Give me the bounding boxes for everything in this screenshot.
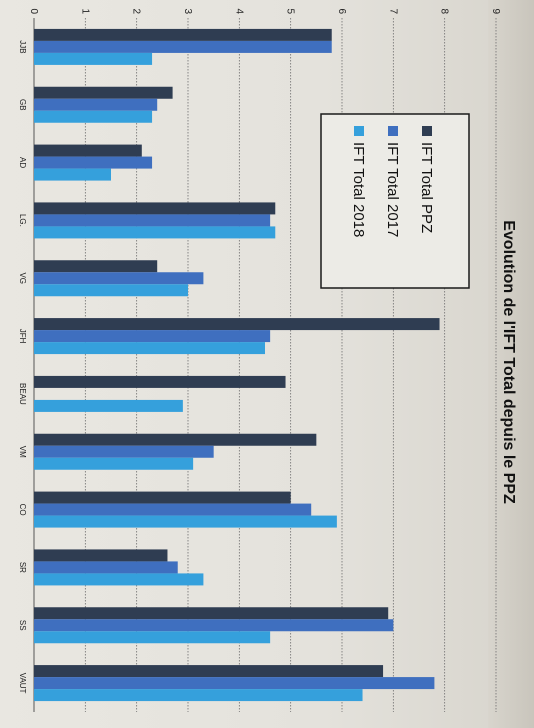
- grid-lines: [33, 18, 497, 712]
- bar-vaut-series-1: [34, 677, 435, 690]
- value-tick-label: 8: [439, 8, 450, 14]
- category-axis-labels: JJB GB AD LG. VG JFH BEAU VM CO SR SS VAUT: [18, 40, 27, 693]
- value-tick-label: 4: [233, 8, 244, 14]
- category-label: VAUT: [18, 673, 27, 694]
- bar-co-series-1: [33, 503, 312, 516]
- bar-jjb-series-1: [34, 40, 332, 53]
- bar-jjb-series-2: [34, 52, 153, 65]
- bar-sr-series-1: [34, 561, 178, 574]
- chart-title: Evolution de l'IFT Total depuis le PPZ: [500, 220, 517, 504]
- category-label: JFH: [18, 329, 27, 344]
- value-tick-label: 2: [131, 8, 142, 14]
- bar-jfh-series-0: [34, 318, 440, 331]
- bar-co-series-2: [34, 515, 337, 528]
- legend-label-2017: IFT Total 2017: [384, 142, 401, 237]
- bar-jfh-series-1: [34, 330, 271, 343]
- bar-ad-series-1: [34, 156, 153, 169]
- legend-swatch-2017: [388, 126, 398, 136]
- legend-label-ppz: IFT Total PPZ: [418, 142, 435, 233]
- category-label: LG.: [18, 214, 27, 227]
- category-label: BEAU: [18, 383, 27, 405]
- bar-vg-series-1: [34, 272, 204, 285]
- bar-vg-series-2: [34, 284, 188, 297]
- value-tick-label: 9: [490, 8, 501, 14]
- bar-vm-series-1: [33, 445, 214, 458]
- legend-swatch-2018: [354, 126, 364, 136]
- value-tick-label: 7: [387, 8, 398, 14]
- bar-vaut-series-0: [33, 665, 384, 678]
- bar-ss-series-0: [33, 607, 389, 620]
- legend-box: [320, 113, 470, 289]
- category-label: VG: [18, 272, 27, 284]
- bar-lg-series-2: [34, 226, 276, 239]
- bar-vg-series-0: [34, 260, 158, 273]
- bar-sr-series-0: [34, 549, 168, 562]
- category-label: SS: [18, 620, 27, 631]
- category-label: CO: [18, 504, 27, 516]
- value-tick-label: 6: [336, 8, 347, 14]
- bar-vm-series-0: [33, 433, 317, 446]
- legend-swatch-ppz: [422, 126, 432, 136]
- bar-beau-series-0: [34, 375, 286, 388]
- bar-sr-series-2: [34, 573, 204, 586]
- value-tick-label: 3: [182, 8, 193, 14]
- bar-gb-series-1: [34, 98, 158, 111]
- category-label: SR: [18, 562, 27, 573]
- value-tick-label: 1: [79, 8, 90, 14]
- bar-gb-series-2: [34, 110, 153, 123]
- bar-lg-series-0: [34, 202, 276, 215]
- bars: [33, 28, 440, 702]
- bar-ad-series-0: [33, 144, 142, 157]
- category-label: VM: [18, 446, 27, 458]
- bar-beau-series-2: [34, 399, 183, 412]
- bar-lg-series-1: [34, 214, 271, 227]
- value-axis-ticks: 0 1 2 3 4 5 6 7 8 9: [28, 8, 501, 14]
- value-tick-label: 0: [28, 8, 39, 14]
- bar-ad-series-2: [34, 168, 111, 181]
- bar-co-series-0: [34, 491, 291, 504]
- category-label: JJB: [18, 40, 27, 53]
- legend-label-2018: IFT Total 2018: [350, 142, 367, 237]
- bar-jjb-series-0: [34, 28, 332, 41]
- bar-jfh-series-2: [34, 342, 265, 355]
- legend: IFT Total PPZ IFT Total 2017 IFT Total 2…: [320, 113, 470, 289]
- value-tick-label: 5: [285, 8, 296, 14]
- category-label: GB: [18, 99, 27, 111]
- bar-ss-series-1: [33, 619, 394, 632]
- category-label: AD: [18, 157, 27, 168]
- bar-gb-series-0: [34, 86, 173, 99]
- bar-vm-series-2: [34, 457, 194, 470]
- bar-ss-series-2: [34, 631, 271, 644]
- bar-vaut-series-2: [34, 689, 363, 702]
